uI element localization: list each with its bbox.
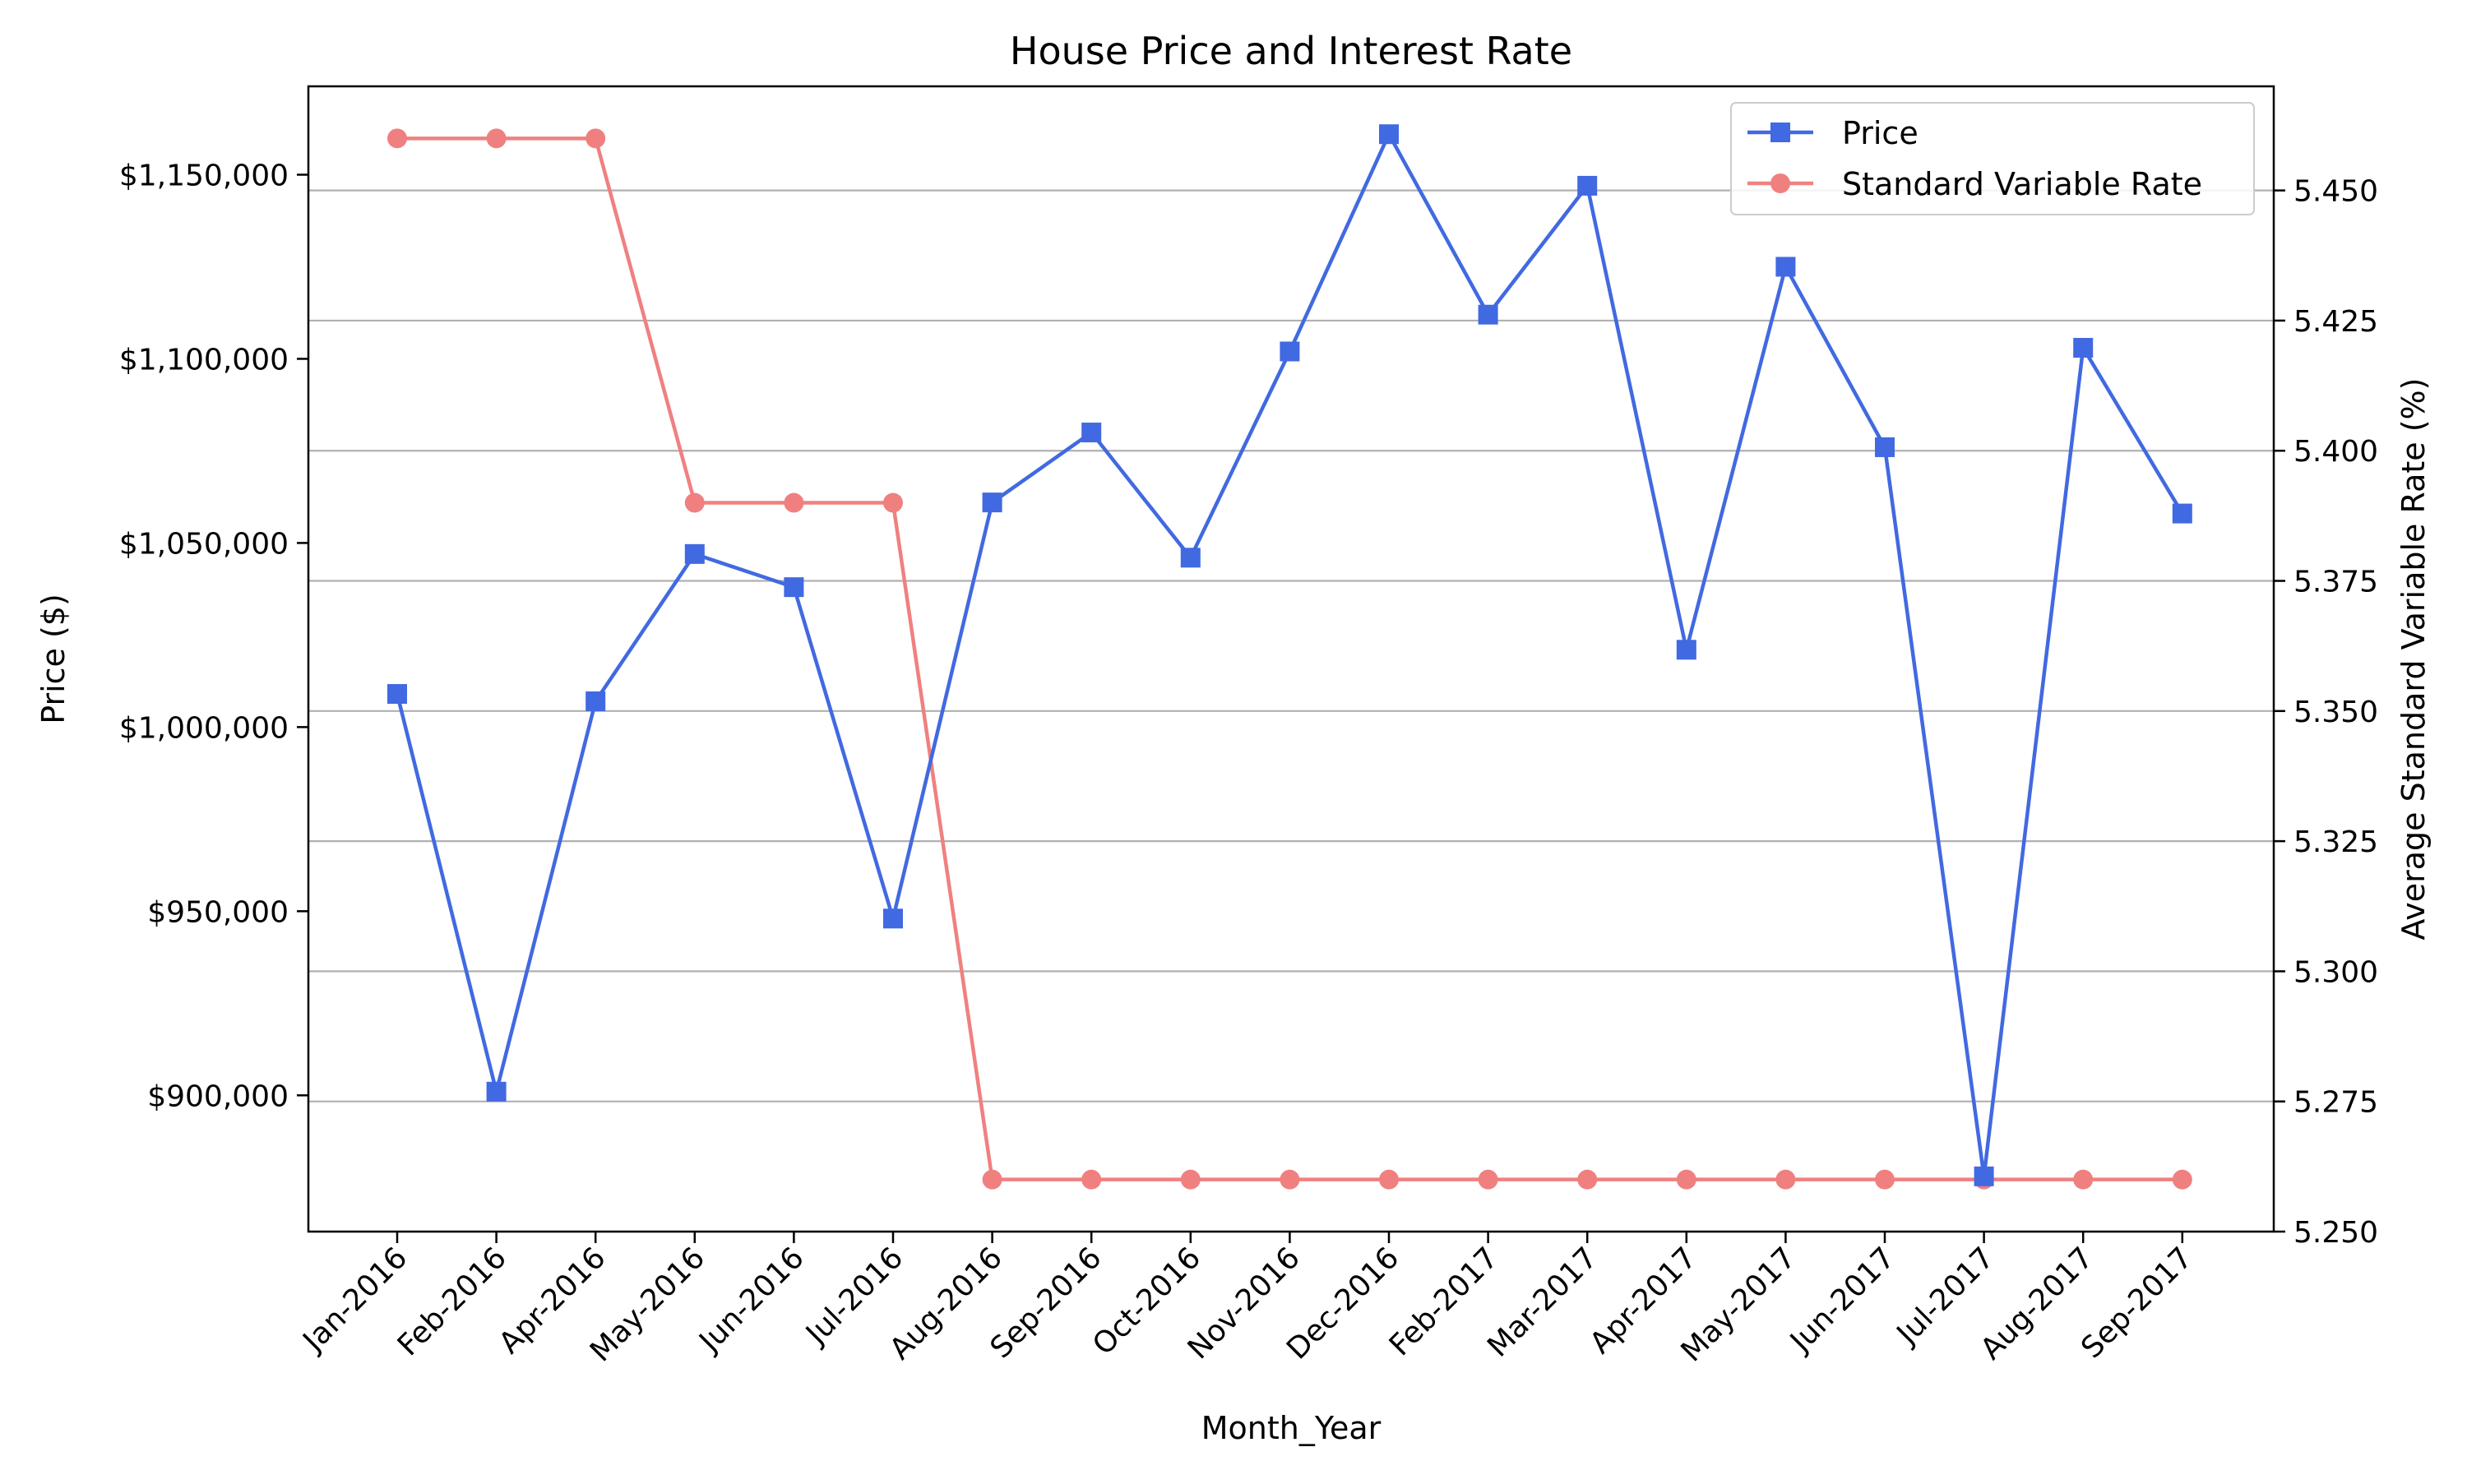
y-left-tick-label: $950,000	[147, 895, 289, 929]
data-point	[387, 684, 407, 705]
series-price	[387, 124, 2192, 1186]
data-point	[784, 492, 804, 513]
data-point	[1577, 175, 1598, 196]
y-left-tick-label: $1,100,000	[119, 343, 289, 377]
data-point	[1775, 257, 1796, 277]
y-right-tick-label: 5.250	[2293, 1216, 2378, 1250]
y-right-tick-label: 5.275	[2293, 1086, 2378, 1120]
y-right-tick-label: 5.325	[2293, 825, 2378, 859]
data-point	[1676, 1169, 1696, 1190]
data-point	[1280, 1169, 1300, 1190]
data-point	[1280, 341, 1300, 362]
legend-price-label: Price	[1842, 115, 1919, 151]
legend-box	[1730, 102, 2255, 215]
data-point	[387, 128, 407, 149]
data-point	[1875, 1169, 1895, 1190]
data-point	[2073, 338, 2094, 358]
y-axis-right-title: Average Standard Variable Rate (%)	[2395, 378, 2432, 941]
y-right-tick-label: 5.400	[2293, 435, 2378, 469]
chart-title: House Price and Interest Rate	[1010, 29, 1572, 73]
data-point	[1775, 1169, 1796, 1190]
y-left-tick-label: $1,050,000	[119, 527, 289, 561]
y-right-tick-label: 5.350	[2293, 696, 2378, 729]
data-point	[1180, 548, 1201, 568]
data-point	[883, 908, 903, 929]
data-point	[1081, 1169, 1102, 1190]
data-point	[883, 492, 903, 513]
data-point	[982, 492, 1002, 513]
y-left-tick-label: $1,150,000	[119, 159, 289, 192]
data-point	[586, 128, 606, 149]
data-point	[784, 577, 804, 598]
data-point	[684, 543, 705, 564]
data-point	[2172, 1169, 2192, 1190]
y-axis-left-title: Price ($)	[35, 594, 72, 724]
data-point	[1478, 1169, 1498, 1190]
data-point	[1875, 437, 1895, 457]
y-right-tick-label: 5.425	[2293, 305, 2378, 339]
y-right-tick-label: 5.300	[2293, 955, 2378, 989]
data-point	[486, 128, 507, 149]
y-right-tick-label: 5.375	[2293, 566, 2378, 599]
data-point	[486, 1081, 507, 1102]
x-axis-title: Month_Year	[1201, 1410, 1382, 1446]
plot-frame	[307, 85, 2275, 1233]
legend-rate-label: Standard Variable Rate	[1842, 166, 2202, 202]
data-point	[1081, 423, 1102, 443]
data-point	[2073, 1169, 2094, 1190]
series-layer	[387, 124, 2192, 1190]
data-point	[1974, 1166, 1994, 1186]
data-point	[1180, 1169, 1201, 1190]
data-point	[586, 691, 606, 712]
data-point	[1478, 304, 1498, 325]
y-right-tick-label: 5.450	[2293, 175, 2378, 209]
data-point	[684, 492, 705, 513]
data-point	[1676, 640, 1696, 660]
data-point	[1379, 124, 1399, 145]
data-point	[1379, 1169, 1399, 1190]
legend-price-marker	[1770, 123, 1790, 142]
data-point	[982, 1169, 1002, 1190]
y-left-tick-label: $1,000,000	[119, 711, 289, 745]
legend: Price Standard Variable Rate	[1730, 102, 2255, 215]
data-point	[2172, 503, 2192, 524]
legend-rate-marker	[1770, 173, 1790, 193]
grid-layer	[308, 189, 2274, 1233]
y-left-tick-label: $900,000	[147, 1079, 289, 1113]
data-point	[1577, 1169, 1598, 1190]
